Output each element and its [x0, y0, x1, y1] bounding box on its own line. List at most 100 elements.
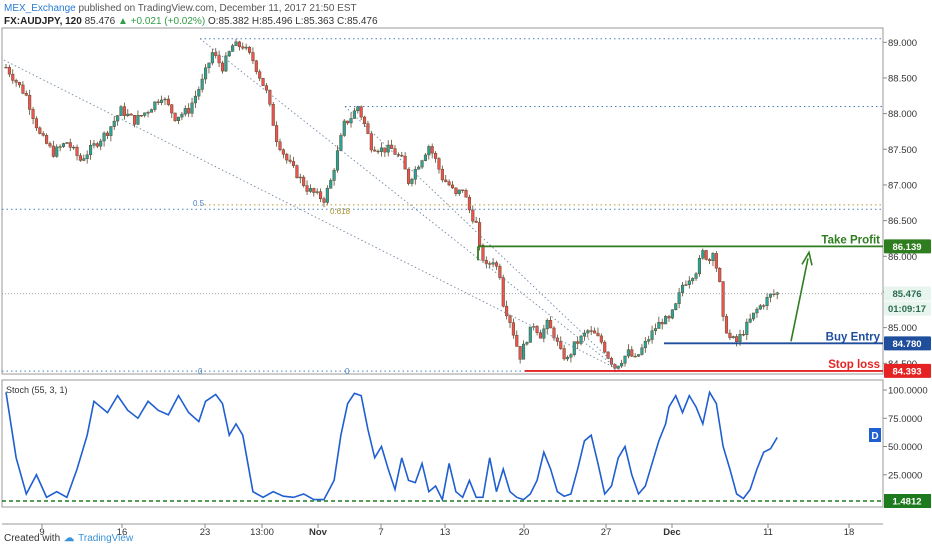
stop-loss-label: Stop loss — [828, 359, 880, 371]
candle — [173, 112, 177, 121]
candle — [139, 114, 143, 117]
change-up-icon: ▲ — [117, 16, 128, 27]
candle — [4, 66, 8, 69]
candle — [525, 342, 529, 345]
candle — [291, 161, 296, 166]
candle — [667, 316, 671, 319]
candle — [288, 159, 292, 162]
price-pane-frame — [1, 27, 884, 375]
candle — [332, 169, 336, 181]
candle — [430, 146, 434, 154]
stoch-line — [5, 390, 778, 503]
candle — [745, 321, 749, 335]
candle — [528, 326, 532, 343]
candle — [498, 265, 502, 278]
candle — [603, 341, 607, 353]
candle — [7, 67, 11, 75]
candle — [89, 145, 93, 156]
tradingview-logo-icon: ☁ — [64, 533, 75, 544]
fib-label: 0.618 — [330, 207, 351, 216]
candle — [234, 41, 238, 46]
grid — [1, 27, 887, 528]
candle — [65, 142, 69, 144]
candle — [122, 106, 126, 116]
footer: Created with ☁ TradingView — [4, 533, 133, 544]
candle — [596, 332, 600, 337]
candle — [735, 336, 739, 343]
symbol-label: FX:AUDJPY, 120 — [4, 16, 82, 27]
fib-label: 0 — [345, 367, 350, 376]
candle — [579, 335, 583, 344]
trendline — [344, 106, 621, 370]
candle — [738, 334, 742, 343]
publisher-name[interactable]: MEX_Exchange — [4, 3, 76, 14]
high-label: H:85.496 — [251, 16, 293, 27]
candle — [126, 113, 130, 116]
candle — [363, 116, 367, 124]
candle — [95, 143, 99, 147]
candle — [623, 355, 627, 364]
last-price-badge-bg — [884, 286, 931, 301]
candle — [538, 332, 543, 339]
arrow-head-icon — [801, 250, 813, 266]
candle — [755, 308, 759, 314]
candle — [116, 115, 120, 122]
candle — [129, 113, 133, 116]
take-profit-badge-bg — [884, 239, 931, 254]
candle — [51, 145, 55, 157]
published-text: published on TradingView.com, December 1… — [78, 3, 357, 14]
stoch-value-badge-bg — [884, 494, 931, 508]
candle — [156, 101, 160, 103]
candle — [204, 67, 208, 80]
candle — [677, 292, 681, 304]
candle — [109, 126, 113, 136]
candle — [508, 315, 512, 323]
time-tick-label: 18 — [844, 527, 855, 538]
candle — [329, 180, 333, 189]
candle — [271, 103, 275, 126]
candle — [417, 166, 421, 170]
candle — [521, 343, 526, 360]
candle — [268, 89, 272, 105]
price-tick-label: 88.000 — [888, 109, 917, 120]
candle — [620, 362, 624, 367]
candle — [335, 150, 340, 171]
candle — [494, 262, 499, 267]
open-label: O:85.382 — [207, 16, 250, 27]
candle — [423, 154, 427, 161]
candle — [731, 336, 735, 338]
last-price-badge: 85.476 — [892, 289, 921, 300]
created-with-text: Created with — [4, 533, 61, 544]
candle — [697, 257, 701, 275]
trendline — [3, 59, 621, 371]
projection-arrow — [790, 258, 809, 342]
chart-header: MEX_Exchange published on TradingView.co… — [4, 2, 378, 28]
candle — [176, 116, 181, 121]
candle — [187, 108, 191, 114]
time-tick-label: 13:00 — [250, 527, 274, 538]
candle — [450, 184, 455, 189]
candle — [220, 62, 225, 72]
axes: 89.000 88.500 88.000 87.500 87.000 86.500 86.0… — [39, 38, 931, 538]
candle — [552, 327, 556, 339]
tradingview-brand[interactable]: TradingView — [78, 533, 134, 544]
candle — [163, 98, 167, 101]
candle — [559, 341, 563, 349]
candle — [261, 78, 265, 86]
candle — [68, 142, 72, 148]
candle — [197, 89, 201, 97]
candle — [72, 146, 76, 149]
stop-loss-badge-bg — [884, 363, 931, 378]
countdown-badge: 01:09:17 — [888, 304, 926, 315]
candle — [403, 155, 407, 170]
time-tick-label: 20 — [519, 527, 530, 538]
price-pane: 0.5 0.618 0 0 Take Profit Buy Entry Stop loss — [2, 38, 883, 376]
candle — [640, 347, 644, 355]
candle — [17, 82, 22, 86]
buy-entry-badge-bg — [884, 336, 931, 351]
candle — [58, 146, 62, 148]
candle — [21, 84, 25, 94]
candle — [535, 326, 539, 333]
candle — [217, 55, 221, 64]
